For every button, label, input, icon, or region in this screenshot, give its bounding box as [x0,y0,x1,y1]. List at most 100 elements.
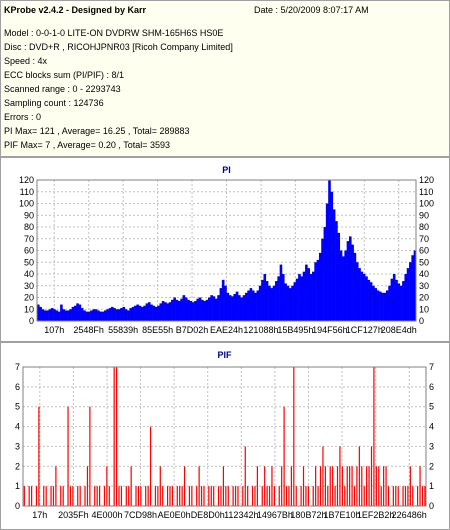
pi-bar [175,299,179,321]
pi-bar [291,285,294,321]
pif-bar [157,486,159,506]
x-tick-label: EAE24h [210,325,243,335]
pi-bar [101,311,105,321]
pif-bar [421,486,424,506]
pi-bar [136,304,139,321]
pif-bar [225,486,227,506]
pi-bar [115,309,119,321]
pi-bar [189,301,193,321]
pif-bar [424,486,426,506]
pif-bar [268,486,271,506]
pif-bar [35,486,38,506]
x-tick-label: 14967Bh [257,510,293,520]
pif-bar [213,486,215,506]
pif-bar [89,406,91,506]
plot-area [22,366,427,507]
pif-bar [208,486,210,506]
pif-bar [319,466,322,506]
x-tick-label: 194F56h [312,325,348,335]
y-tick-label: 120 [19,175,34,185]
pi-bar [41,309,45,321]
pi-bar [372,285,375,321]
x-tick-label: 1CF127h [346,325,383,335]
pi-bar [235,291,239,321]
pi-bar [411,255,414,321]
pif-bar [251,486,254,506]
info-pi-stats: PI Max= 121 , Average= 16.25 , Total= 28… [4,126,190,136]
pif-bar [285,486,288,506]
pi-bar [131,306,135,321]
pi-bar [138,305,142,321]
pi-bar [168,302,172,321]
x-tick-label: 17h [32,510,47,520]
pi-bar [307,268,310,321]
pi-bar [318,252,322,321]
pi-bar [406,268,410,321]
pi-bar [272,285,276,321]
x-tick-label: 121088h [243,325,278,335]
pi-bar [295,278,299,321]
x-tick-label: B7D02h [176,325,209,335]
pi-bar [247,290,250,321]
pi-bar [194,301,197,321]
y-tick-label-right: 0 [419,316,424,326]
pif-bar [103,486,106,506]
pif-bar [375,466,377,506]
scan-date: Date : 5/20/2009 8:07:17 AM [254,5,369,15]
pi-bar [203,301,207,321]
pi-bar [254,292,257,321]
pi-bar [60,304,63,321]
pi-bar [97,310,100,321]
pi-bar [164,302,167,321]
pif-bar [307,486,309,506]
x-tick-label: 1B7E10h [324,510,361,520]
y-tick-label-right: 5 [429,402,434,412]
y-tick-label-right: 70 [419,234,429,244]
pif-bar [120,486,123,506]
pi-bar [275,281,278,321]
pi-bar [159,303,163,321]
pif-bar [69,486,72,506]
y-tick-label: 50 [24,257,34,267]
pif-bar [45,486,47,506]
pif-bar [351,466,353,506]
pi-bar [69,309,72,321]
pi-bar [205,299,209,321]
pi-bar [184,297,188,321]
pi-bar [122,306,126,321]
pi-bar [92,309,96,321]
pi-bar [369,282,373,321]
pi-bar [360,271,364,321]
pi-bar [404,274,408,321]
pif-bar [273,486,275,506]
pif-bar [419,466,421,506]
pi-bar [242,295,246,321]
info-range: Scanned range : 0 - 2293743 [4,84,121,94]
pi-bar [187,299,190,321]
pif-bar [227,486,229,506]
pi-bar [214,298,218,321]
pif-bar [368,466,370,506]
chart-title: PIF [217,350,232,360]
pi-bar [127,310,130,321]
y-tick-label-right: 90 [419,210,429,220]
x-tick-label: 226486h [392,510,427,520]
pi-bar [332,209,336,321]
pi-bar [196,298,200,321]
pi-bar [240,297,243,321]
pif-bar [183,466,186,506]
x-tick-label: 7CD98h [124,510,157,520]
pif-bar [72,486,74,506]
pif-bar [271,466,273,506]
pi-bar [212,296,216,321]
pi-bar [383,292,387,321]
pi-bar [198,297,202,321]
y-tick-label: 4 [15,422,20,432]
pif-bar [166,486,169,506]
pi-bar [106,309,109,321]
app-title: KProbe v2.4.2 - Designed by Karr [4,5,147,15]
pi-bar [154,306,158,321]
pi-bar [397,283,401,321]
pi-bar [71,306,75,321]
pif-bar [281,466,283,506]
